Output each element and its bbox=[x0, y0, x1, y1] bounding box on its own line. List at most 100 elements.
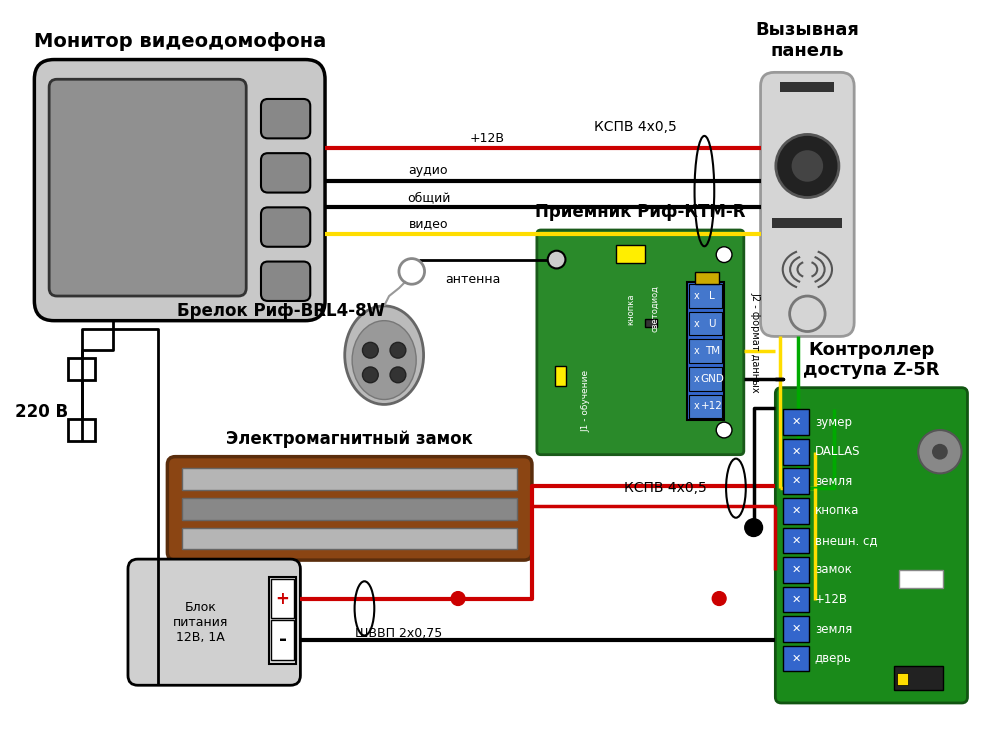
Circle shape bbox=[792, 150, 823, 182]
FancyBboxPatch shape bbox=[261, 154, 310, 192]
Text: J2 - формат данных: J2 - формат данных bbox=[751, 292, 761, 393]
Text: x: x bbox=[694, 319, 699, 329]
Text: кнопка: кнопка bbox=[626, 293, 635, 325]
Bar bbox=[783, 587, 809, 613]
Text: L: L bbox=[709, 291, 715, 301]
FancyBboxPatch shape bbox=[167, 457, 532, 560]
Text: +12В: +12В bbox=[815, 593, 848, 606]
Text: внешн. сд: внешн. сд bbox=[815, 534, 877, 547]
FancyBboxPatch shape bbox=[34, 59, 325, 321]
Bar bbox=[68, 358, 95, 380]
Bar bbox=[645, 319, 657, 327]
Bar bbox=[271, 620, 294, 659]
Bar bbox=[68, 419, 95, 441]
Text: Блок
питания
12В, 1А: Блок питания 12В, 1А bbox=[173, 601, 228, 644]
Circle shape bbox=[716, 423, 732, 438]
Text: ✕: ✕ bbox=[791, 654, 801, 664]
Text: зумер: зумер bbox=[815, 416, 852, 428]
Text: DALLAS: DALLAS bbox=[815, 445, 860, 458]
FancyBboxPatch shape bbox=[537, 230, 744, 455]
Text: видео: видео bbox=[409, 218, 448, 230]
Bar bbox=[689, 312, 722, 336]
Text: общий: общий bbox=[407, 191, 450, 204]
Text: земля: земля bbox=[815, 474, 852, 488]
Circle shape bbox=[932, 444, 948, 460]
Bar bbox=[772, 218, 842, 228]
Circle shape bbox=[390, 367, 406, 383]
Bar bbox=[555, 366, 566, 386]
Text: ✕: ✕ bbox=[791, 506, 801, 516]
Text: кнопка: кнопка bbox=[815, 504, 859, 518]
Bar bbox=[689, 367, 722, 390]
Text: ШВВП 2х0,75: ШВВП 2х0,75 bbox=[355, 626, 443, 640]
FancyBboxPatch shape bbox=[761, 72, 854, 336]
FancyBboxPatch shape bbox=[128, 559, 300, 685]
Text: дверь: дверь bbox=[815, 652, 852, 665]
Circle shape bbox=[712, 591, 726, 605]
Bar bbox=[616, 245, 645, 262]
Ellipse shape bbox=[352, 321, 416, 400]
Text: GND: GND bbox=[700, 374, 724, 384]
Circle shape bbox=[362, 342, 378, 358]
Circle shape bbox=[451, 591, 465, 605]
Circle shape bbox=[918, 430, 962, 474]
Bar bbox=[783, 439, 809, 464]
Text: x: x bbox=[694, 291, 699, 301]
Text: -: - bbox=[279, 630, 287, 649]
Text: x: x bbox=[694, 401, 699, 412]
Bar bbox=[897, 673, 908, 685]
FancyBboxPatch shape bbox=[775, 387, 967, 703]
Text: Приемник Риф-КТМ-R: Приемник Риф-КТМ-R bbox=[535, 203, 746, 221]
Text: +12: +12 bbox=[701, 401, 723, 412]
Bar bbox=[689, 284, 722, 308]
FancyBboxPatch shape bbox=[261, 208, 310, 247]
Bar bbox=[687, 282, 724, 420]
Bar bbox=[783, 469, 809, 494]
Ellipse shape bbox=[345, 306, 424, 404]
Circle shape bbox=[716, 247, 732, 262]
Text: ✕: ✕ bbox=[791, 477, 801, 486]
Text: x: x bbox=[694, 374, 699, 384]
Text: ✕: ✕ bbox=[791, 565, 801, 575]
Text: J1 - обучение: J1 - обучение bbox=[582, 369, 591, 431]
Text: U: U bbox=[709, 319, 716, 329]
Circle shape bbox=[362, 367, 378, 383]
Bar bbox=[271, 579, 294, 618]
Bar bbox=[783, 557, 809, 583]
Text: Монитор видеодомофона: Монитор видеодомофона bbox=[34, 32, 326, 51]
Text: Брелок Риф-BRL4-8W: Брелок Риф-BRL4-8W bbox=[177, 302, 385, 320]
Bar bbox=[689, 339, 722, 363]
FancyBboxPatch shape bbox=[261, 262, 310, 301]
Bar bbox=[783, 645, 809, 672]
FancyBboxPatch shape bbox=[261, 99, 310, 138]
Text: ✕: ✕ bbox=[791, 535, 801, 545]
Text: замок: замок bbox=[815, 564, 852, 577]
Text: ✕: ✕ bbox=[791, 417, 801, 427]
Text: земля: земля bbox=[815, 623, 852, 635]
Bar bbox=[783, 498, 809, 523]
Bar bbox=[269, 577, 296, 664]
Text: ✕: ✕ bbox=[791, 447, 801, 457]
Bar bbox=[899, 570, 943, 588]
Circle shape bbox=[776, 135, 839, 197]
Text: светодиод: светодиод bbox=[651, 285, 660, 333]
Text: КСПВ 4х0,5: КСПВ 4х0,5 bbox=[624, 481, 706, 495]
Text: КСПВ 4х0,5: КСПВ 4х0,5 bbox=[594, 120, 677, 134]
Bar bbox=[783, 616, 809, 642]
Text: +12В: +12В bbox=[470, 132, 505, 145]
Circle shape bbox=[390, 342, 406, 358]
Text: x: x bbox=[694, 346, 699, 356]
Text: Контроллер
доступа Z-5R: Контроллер доступа Z-5R bbox=[803, 341, 940, 379]
Bar bbox=[783, 528, 809, 553]
Bar bbox=[894, 665, 943, 690]
Bar bbox=[182, 528, 517, 549]
Text: 220 В: 220 В bbox=[15, 404, 68, 421]
Bar bbox=[182, 498, 517, 520]
Bar bbox=[182, 469, 517, 491]
Circle shape bbox=[745, 519, 763, 537]
Circle shape bbox=[548, 251, 565, 268]
Bar bbox=[783, 409, 809, 435]
Bar bbox=[689, 395, 722, 418]
Text: +: + bbox=[276, 589, 290, 607]
Text: ✕: ✕ bbox=[791, 624, 801, 634]
